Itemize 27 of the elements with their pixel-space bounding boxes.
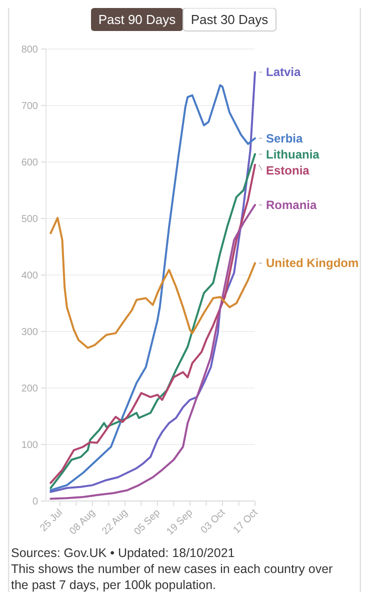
series-label: Romania xyxy=(266,198,318,212)
y-tick-label: 500 xyxy=(21,214,38,225)
text: This shows the number of new cases in each country over the past 7 days, per 100k population. xyxy=(11,562,333,592)
x-tick-label: 08 Aug xyxy=(68,507,98,538)
x-tick-label: 17 Oct xyxy=(232,507,260,536)
y-tick-label: 600 xyxy=(21,158,38,168)
y-tick-label: 100 xyxy=(21,440,38,451)
toggle-buttons: Past 90 Days Past 30 Days xyxy=(91,8,276,32)
x-tick-label: 19 Sep xyxy=(164,507,196,538)
series-label: Lithuania xyxy=(266,147,320,162)
x-tick-label: 03 Oct xyxy=(198,507,228,536)
line-series xyxy=(50,216,256,349)
series-label: Latvia xyxy=(266,65,302,80)
y-tick-label: 200 xyxy=(21,384,38,394)
y-tick-label: 800 xyxy=(21,44,38,56)
y-tick-label: 0 xyxy=(32,496,38,508)
source-note: Sources: Gov.UK • Updated: 18/10/2021 xyxy=(11,546,235,560)
line-series xyxy=(50,204,256,500)
series-label: Serbia xyxy=(266,131,304,146)
y-tick-label: 300 xyxy=(21,327,38,338)
x-tick-label: 22 Aug xyxy=(100,507,130,538)
y-tick-label: 400 xyxy=(21,270,38,282)
series-label: Estonia xyxy=(266,163,310,178)
x-tick-label: 25 Jul xyxy=(38,507,66,534)
x-tick-label: 05 Sep xyxy=(132,507,163,538)
series-label: United Kingdom xyxy=(266,256,359,270)
y-tick-label: 700 xyxy=(21,101,38,112)
